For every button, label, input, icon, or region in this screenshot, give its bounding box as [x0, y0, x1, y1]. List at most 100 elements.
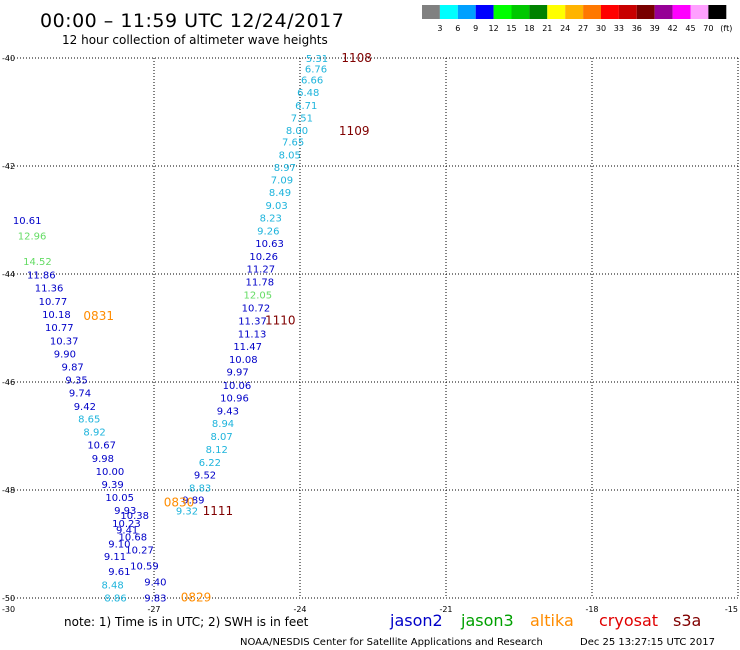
page-title: 00:00 – 11:59 UTC 12/24/2017 — [40, 10, 344, 32]
legend-label: 70 — [703, 24, 713, 33]
swh-label: 11.36 — [35, 284, 64, 295]
legend-label: 24 — [560, 24, 570, 33]
footer-credit: NOAA/NESDIS Center for Satellite Applica… — [240, 637, 543, 648]
swh-label: 10.26 — [249, 252, 278, 263]
footer-timestamp: Dec 25 13:27:15 UTC 2017 — [580, 637, 715, 648]
legend-label: 45 — [685, 24, 695, 33]
latitude-tick-label: -50 — [2, 594, 15, 603]
legend-swatch — [672, 5, 691, 19]
legend-label: 39 — [650, 24, 660, 33]
swh-label: 8.05 — [279, 151, 301, 162]
legend-swatch — [601, 5, 619, 19]
pass-time-label: 0829 — [181, 590, 212, 604]
swh-label: 11.86 — [27, 271, 56, 282]
swh-label: 8.48 — [101, 581, 123, 592]
swh-label: 10.38 — [120, 511, 149, 522]
satellite-legend-altika: altika — [530, 611, 574, 630]
swh-label: 9.32 — [176, 507, 198, 518]
swh-label: 11.47 — [233, 342, 262, 353]
legend-label: 27 — [578, 24, 588, 33]
legend-swatch — [547, 5, 566, 19]
swh-label: 9.39 — [101, 480, 123, 491]
swh-label: 10.72 — [242, 303, 271, 314]
swh-label: 9.35 — [65, 375, 87, 386]
legend-swatch — [690, 5, 709, 19]
swh-label: 9.26 — [257, 226, 279, 237]
legend-label: (ft) — [720, 24, 732, 33]
satellite-legend-s3a: s3a — [673, 611, 701, 630]
map-plot: -30 -27 -24 -21 -18 -15 -40 -42 -44 -46 -48 -50 5.… — [2, 51, 739, 614]
color-legend: 3 6 9 12 15 18 21 24 27 30 33 36 39 42 45 70 (ft) — [422, 5, 732, 33]
legend-label: 12 — [489, 24, 499, 33]
swh-label: 9.97 — [227, 368, 249, 379]
swh-label: 11.13 — [238, 329, 267, 340]
swh-label: 10.77 — [39, 297, 68, 308]
legend-swatch — [493, 5, 512, 19]
swh-label: 9.03 — [265, 201, 287, 212]
legend-label: 42 — [668, 24, 678, 33]
swh-label: 10.27 — [125, 545, 154, 556]
swh-label: 10.23 — [112, 519, 141, 530]
satellite-legend-jason2: jason2 — [389, 611, 443, 630]
swh-label: 6.48 — [297, 88, 319, 99]
legend-swatch — [439, 5, 458, 19]
legend-swatch — [618, 5, 637, 19]
legend-label: 21 — [542, 24, 552, 33]
longitude-tick-label: -18 — [585, 605, 598, 614]
pass-time-label: 1110 — [265, 313, 296, 327]
swh-label: 9.74 — [69, 388, 91, 399]
swh-label: 9.52 — [194, 470, 216, 481]
swh-label: 7.65 — [282, 138, 304, 149]
legend-label: 18 — [524, 24, 534, 33]
latitude-tick-label: -40 — [2, 54, 15, 63]
swh-label: 8.65 — [78, 415, 100, 426]
swh-label: 10.08 — [229, 355, 258, 366]
swh-label: 9.41 — [116, 525, 138, 536]
legend-label: 33 — [614, 24, 624, 33]
swh-label: 9.90 — [54, 349, 76, 360]
swh-label: 8.92 — [83, 428, 105, 439]
footer-note: note: 1) Time is in UTC; 2) SWH is in fe… — [64, 615, 309, 629]
legend-swatch — [636, 5, 655, 19]
swh-label: 8.86 — [104, 593, 126, 604]
pass-time-label: 1108 — [341, 51, 372, 65]
swh-label: 10.63 — [255, 239, 284, 250]
legend-swatch — [708, 5, 727, 19]
swh-label: 8.97 — [274, 163, 296, 174]
swh-label: 11.27 — [246, 265, 275, 276]
swh-label: 9.89 — [182, 496, 204, 507]
latitude-tick-label: -48 — [2, 486, 15, 495]
swh-label: 8.83 — [189, 483, 211, 494]
legend-label: 3 — [437, 24, 442, 33]
swh-label: 9.61 — [108, 567, 130, 578]
legend-swatch — [565, 5, 584, 19]
map-gridlines — [8, 57, 739, 599]
legend-swatch — [654, 5, 673, 19]
swh-label: 11.37 — [238, 316, 267, 327]
latitude-tick-label: -46 — [2, 378, 15, 387]
swh-label: 9.87 — [62, 362, 84, 373]
longitude-tick-label: -24 — [293, 605, 306, 614]
swh-label: 7.51 — [291, 113, 313, 124]
longitude-tick-label: -27 — [147, 605, 160, 614]
swh-label: 6.66 — [301, 76, 323, 87]
longitude-tick-label: -21 — [439, 605, 452, 614]
swh-label: 8.94 — [212, 419, 234, 430]
longitude-tick-labels: -30 -27 -24 -21 -18 -15 — [2, 605, 738, 614]
altimeter-track-labels: 5.316.766.666.48 6.717.51 8.007.65 8.058.97… — [13, 54, 328, 604]
swh-label: 7.09 — [271, 176, 293, 187]
swh-label: 10.77 — [45, 323, 74, 334]
swh-label: 12.05 — [244, 291, 273, 302]
latitude-tick-label: -44 — [2, 270, 15, 279]
legend-label: 15 — [506, 24, 516, 33]
pass-time-label: 0830 — [164, 495, 195, 509]
swh-label: 14.52 — [23, 257, 52, 268]
swh-label: 10.67 — [87, 441, 116, 452]
swh-label: 5.31 — [306, 54, 328, 65]
latitude-tick-label: -42 — [2, 162, 15, 171]
longitude-tick-label: -15 — [725, 605, 738, 614]
satellite-legend: jason2 jason3 altika cryosat s3a — [389, 611, 701, 630]
swh-label: 10.00 — [96, 467, 125, 478]
satellite-legend-jason3: jason3 — [460, 611, 514, 630]
